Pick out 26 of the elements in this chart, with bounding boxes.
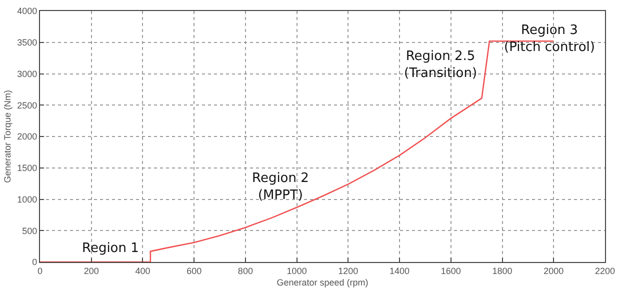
x-axis-title: Generator speed (rpm)	[276, 278, 368, 288]
y-axis-title: Generator Torque (Nm)	[2, 90, 13, 183]
annotation: Region 3 (Pitch control)	[504, 23, 595, 55]
y-tick-label: 4000	[17, 6, 38, 16]
x-tick-label: 200	[84, 266, 99, 276]
x-tick-label: 2200	[594, 266, 616, 276]
x-tick-label: 600	[186, 266, 202, 276]
y-tick-label: 0	[32, 257, 38, 268]
y-tick-label: 3500	[17, 38, 38, 48]
x-tick-label: 1400	[390, 266, 410, 276]
annotation: Region 2 (MPPT)	[252, 171, 309, 203]
y-tick-label: 2000	[17, 132, 38, 142]
y-tick-label: 2500	[17, 100, 38, 110]
annotation: Region 1	[82, 241, 139, 256]
y-tick-label: 500	[22, 226, 38, 236]
y-tick-label: 1500	[17, 163, 38, 174]
x-tick-label: 800	[238, 266, 253, 276]
x-tick-label: 400	[135, 266, 150, 276]
annotation: Region 2.5 (Transition)	[404, 49, 478, 81]
x-tick-label: 1200	[338, 266, 358, 276]
y-tick-label: 1000	[17, 194, 38, 204]
y-tick-label: 3000	[17, 68, 38, 79]
x-tick-label: 1800	[492, 266, 512, 276]
x-tick-label: 1000	[286, 266, 307, 276]
x-tick-label: 1600	[440, 266, 461, 276]
x-tick-label: 2000	[544, 266, 564, 276]
